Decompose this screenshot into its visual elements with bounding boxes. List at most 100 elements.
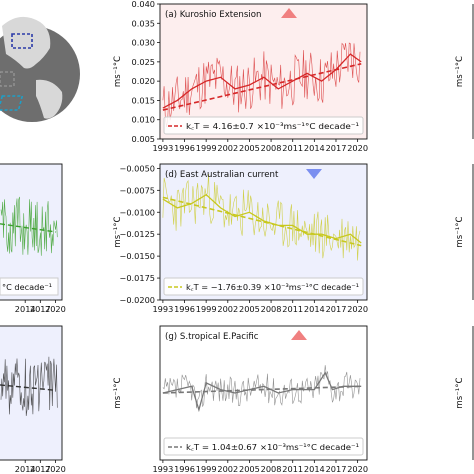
y-tick-label: 0.015 — [132, 95, 155, 105]
globe-box-gulf-stream — [11, 33, 33, 49]
x-tick-label: 1996 — [174, 464, 195, 474]
y-tick-label: 0.025 — [132, 57, 155, 67]
x-tick-label: 1993 — [152, 464, 173, 474]
legend-label: k꜀T = 4.16±0.7 ×10⁻³ms⁻¹°C decade⁻¹ — [186, 121, 359, 131]
x-tick-label: 1999 — [196, 464, 217, 474]
trend-down-icon — [306, 169, 322, 179]
y-tick-label: 0.005 — [132, 134, 155, 144]
x-tick-label: 2020 — [45, 464, 66, 474]
panel-background — [160, 164, 367, 300]
x-tick-label: 1996 — [174, 304, 195, 314]
y-axis-label: ms⁻¹°C — [455, 377, 465, 408]
panel-right-column: ms⁻¹°C ms⁻¹°C ms⁻¹°C — [455, 4, 474, 460]
x-tick-label: 2014 — [15, 304, 36, 314]
y-tick-label: −0.0125 — [119, 229, 155, 239]
panel-g: 1993 1996 1999 2002 2005 2008 2011 2014 2017 2020… — [113, 325, 368, 474]
legend-box — [0, 277, 59, 296]
x-tick-label: 2014 — [304, 304, 325, 314]
y-axis-label: ms⁻¹°C — [113, 56, 123, 87]
y-tick-label: −0.0200 — [119, 295, 155, 305]
x-tick-label: 1993 — [152, 304, 173, 314]
x-tick-label: 2014 — [304, 464, 325, 474]
series-smoothed-line — [162, 371, 362, 413]
y-tick-label: −0.0150 — [119, 251, 155, 261]
x-tick-label: 1996 — [174, 143, 195, 153]
y-tick-label: 0.040 — [132, 0, 155, 9]
trend-line — [162, 196, 362, 247]
panel-frame — [159, 325, 368, 461]
panel-title: (d) East Australian current — [165, 170, 279, 180]
trend-up-icon — [281, 8, 297, 18]
y-axis-label: ms⁻¹°C — [113, 377, 123, 408]
x-tick-label: 2005 — [239, 464, 260, 474]
trend-up-icon — [291, 330, 307, 340]
x-tick-label: 2011 — [282, 143, 303, 153]
series-monthly-line — [162, 42, 361, 128]
x-tick-label: 2008 — [261, 304, 282, 314]
globe-map — [0, 16, 80, 122]
legend-box — [163, 116, 364, 135]
panel-title: (g) S.tropical E.Pacific — [165, 332, 259, 342]
x-tick-label: 2017 — [30, 464, 51, 474]
x-tick-label: 2005 — [239, 304, 260, 314]
x-tick-label: 2020 — [45, 304, 66, 314]
series-smoothed-line — [162, 193, 362, 244]
series-monthly-line — [0, 356, 58, 416]
globe-box-southeast-pacific — [0, 95, 24, 111]
x-tick-label: 2005 — [239, 143, 260, 153]
legend-label: k꜀T = 1.04±0.67 ×10⁻³ms⁻¹°C decade⁻¹ — [186, 442, 359, 452]
y-tick-label: 0.020 — [132, 76, 155, 86]
x-tick-label: 1999 — [196, 143, 217, 153]
x-tick-label: 2020 — [347, 304, 368, 314]
y-tick-label: 0.035 — [132, 18, 155, 28]
y-tick-label: −0.0175 — [119, 273, 155, 283]
legend-box — [163, 437, 364, 456]
panel-frame — [0, 325, 63, 461]
x-tick-label: 2008 — [261, 143, 282, 153]
x-tick-label: 2011 — [282, 304, 303, 314]
x-tick-label: 1993 — [152, 143, 173, 153]
x-tick-label: 2002 — [217, 304, 238, 314]
panel-d: −0.0050 −0.0075 −0.0100 −0.0125 −0.0150 −0.01… — [113, 163, 368, 314]
y-tick-label: −0.0100 — [119, 207, 155, 217]
y-tick-label: 0.010 — [132, 115, 155, 125]
globe-land-north-america — [2, 16, 51, 69]
legend-box — [163, 277, 364, 296]
y-axis-label: ms⁻¹°C — [455, 216, 465, 247]
y-tick-label: −0.0075 — [119, 185, 155, 195]
trend-line — [0, 223, 57, 233]
legend-label: °C decade⁻¹ — [2, 282, 52, 292]
panel-frame — [159, 3, 368, 140]
panel-title: (a) Kuroshio Extension — [165, 10, 261, 20]
panel-frame — [159, 163, 368, 301]
y-axis-label: ms⁻¹°C — [455, 56, 465, 87]
series-monthly-line — [162, 173, 361, 261]
y-axis-label: ms⁻¹°C — [113, 216, 123, 247]
x-tick-label: 2017 — [326, 143, 347, 153]
x-tick-label: 2020 — [347, 143, 368, 153]
globe-box-tropical — [0, 71, 15, 87]
x-tick-label: 2014 — [15, 464, 36, 474]
panel-frame — [0, 163, 63, 301]
x-tick-label: 2008 — [261, 464, 282, 474]
legend-label: k꜀T = −1.76±0.39 ×10⁻³ms⁻¹°C decade⁻¹ — [186, 282, 359, 292]
x-tick-label: 2002 — [217, 143, 238, 153]
trend-line — [0, 384, 57, 392]
globe-land-south-america — [36, 79, 63, 119]
x-tick-label: 2002 — [217, 464, 238, 474]
y-tick-label: 0.030 — [132, 38, 155, 48]
x-tick-label: 1999 — [196, 304, 217, 314]
trend-line — [162, 385, 362, 394]
x-tick-label: 2017 — [326, 304, 347, 314]
x-tick-label: 2017 — [326, 464, 347, 474]
series-smoothed-line — [162, 53, 362, 109]
y-tick-label: −0.0050 — [119, 163, 155, 173]
panel-a: 0.040 0.035 0.030 0.025 0.020 0.015 0.010 0.005… — [113, 0, 368, 153]
x-tick-label: 2011 — [282, 464, 303, 474]
x-tick-label: 2014 — [304, 143, 325, 153]
series-monthly-line — [0, 196, 58, 256]
x-tick-label: 2020 — [347, 464, 368, 474]
